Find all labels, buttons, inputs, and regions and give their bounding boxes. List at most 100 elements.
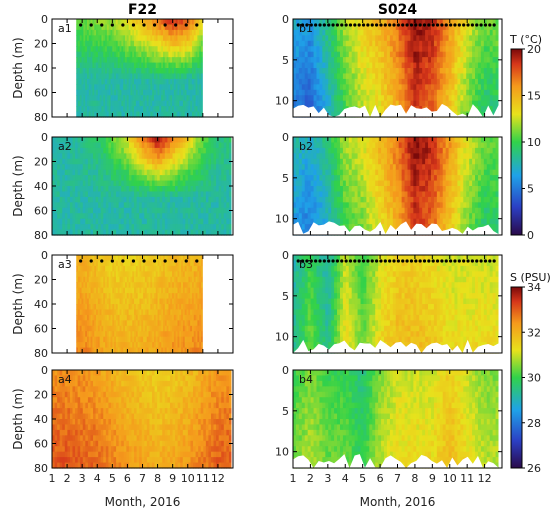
heatmap-fields [52,19,502,469]
cell [90,84,94,91]
cell [132,106,135,113]
cell [103,73,106,80]
cell [195,293,198,300]
cell [139,435,143,442]
cell [143,106,146,113]
cell [130,309,133,316]
cell [126,169,130,176]
cell [157,462,161,469]
cell [115,304,119,311]
cell [199,282,202,289]
cell [139,153,143,160]
cell [119,84,122,91]
cell [125,100,128,107]
cell [190,255,193,262]
cell [103,191,107,198]
cell [169,207,174,214]
cell [144,207,148,214]
cell [200,147,204,154]
cell [172,207,176,214]
cell [213,196,217,203]
cell [163,314,166,321]
cell [164,180,168,187]
cell [134,402,138,409]
cell [77,224,81,231]
cell [106,46,110,53]
cell [188,314,191,321]
cell [141,424,145,431]
cell [159,78,162,85]
cell [168,78,171,85]
cell [190,186,194,193]
cell [172,347,175,354]
cell [173,260,177,267]
cell [77,265,81,272]
cell [113,446,117,453]
cell [123,180,127,187]
cell [121,78,124,85]
cell [187,435,192,442]
cell [221,446,225,453]
cell [150,320,153,327]
cell [57,440,61,447]
cell [77,153,81,160]
cell [208,224,212,231]
cell [82,158,86,165]
cell [159,375,163,382]
cell [173,73,177,80]
cell [184,89,188,96]
cell [184,57,188,64]
cell [179,298,182,305]
cell [166,282,170,289]
cell [108,218,112,225]
cell [149,180,153,187]
cell [106,276,110,283]
cell [52,224,56,231]
cell [123,68,126,75]
cell [166,78,170,85]
cell [128,380,133,387]
cell [187,175,192,182]
cell [123,142,127,149]
cell [149,196,153,203]
cell [185,375,189,382]
cell [135,287,139,294]
cell [85,57,88,64]
cell [108,347,112,354]
cell [172,287,175,294]
cell [141,451,145,458]
cell [90,196,94,203]
cell [152,111,155,118]
cell [103,180,107,187]
cell [218,446,222,453]
cell [175,429,179,436]
cell [132,46,135,53]
cell [177,451,181,458]
cell [101,19,104,26]
cell [52,424,56,431]
cell [125,62,128,69]
cell [170,287,173,294]
cell [191,293,195,300]
cell [170,68,173,75]
cell [203,191,207,198]
cell [200,224,204,231]
cell [90,440,94,447]
cell [164,175,168,182]
cell [136,457,140,464]
cell [198,413,202,420]
cell [79,298,83,305]
cell [166,320,170,327]
cell [67,137,71,144]
cell [180,386,184,393]
cell [96,336,99,343]
cell [100,186,104,193]
cell [79,347,83,354]
cell [132,347,135,354]
cell [87,446,92,453]
cell [93,397,97,404]
cell [159,207,163,214]
cell [154,186,158,193]
cell [90,62,94,69]
cell [101,342,104,349]
